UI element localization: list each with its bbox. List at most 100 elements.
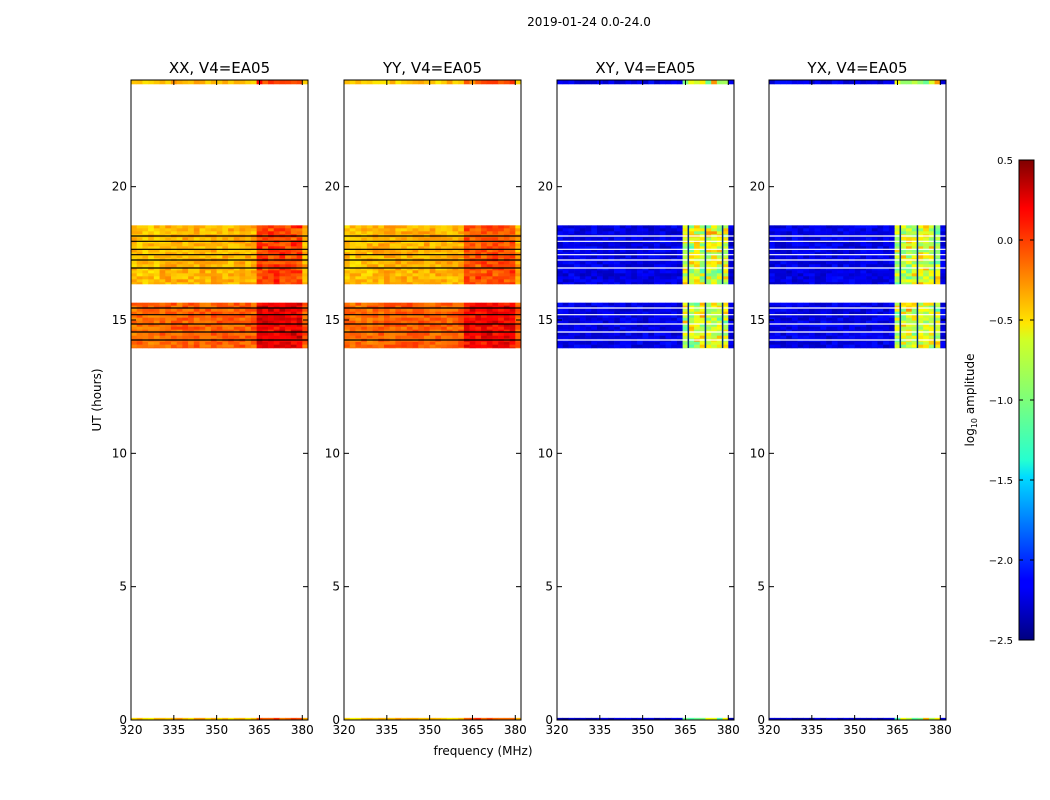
heatmap-cell: [648, 240, 655, 244]
heatmap-cell: [797, 314, 804, 318]
heatmap-cell: [361, 273, 368, 277]
heatmap-cell: [786, 335, 793, 339]
heatmap-cell: [239, 267, 246, 271]
heatmap-cell: [182, 267, 189, 271]
heatmap-cell: [928, 270, 935, 274]
heatmap-cell: [509, 317, 516, 321]
heatmap-cell: [716, 273, 723, 277]
heatmap-cell: [654, 225, 661, 229]
heatmap-cell: [911, 267, 918, 271]
heatmap-cell: [682, 276, 689, 280]
heatmap-cell: [389, 282, 396, 285]
heatmap-cell: [848, 246, 855, 250]
heatmap-cell: [262, 261, 269, 265]
heatmap-cell: [441, 80, 448, 85]
heatmap-cell: [831, 80, 838, 85]
heatmap-cell: [182, 317, 189, 321]
heatmap-cell: [395, 308, 402, 312]
heatmap-cell: [372, 279, 379, 283]
heatmap-cell: [170, 231, 177, 235]
heatmap-cell: [372, 240, 379, 244]
heatmap-cell: [557, 311, 564, 315]
heatmap-cell: [188, 282, 195, 285]
heatmap-cell: [344, 329, 351, 333]
heatmap-cell: [883, 317, 890, 321]
heatmap-cell: [302, 332, 309, 336]
heatmap-cell: [814, 314, 821, 318]
heatmap-cell: [791, 80, 798, 85]
heatmap-cell: [568, 264, 575, 268]
heatmap-cell: [900, 252, 907, 256]
heatmap-cell: [797, 335, 804, 339]
heatmap-cell: [285, 323, 292, 327]
heatmap-cell: [349, 717, 356, 721]
heatmap-cell: [193, 344, 200, 348]
heatmap-cell: [199, 80, 206, 85]
heatmap-cell: [429, 279, 436, 283]
heatmap-cell: [871, 264, 878, 268]
heatmap-cell: [831, 717, 838, 721]
heatmap-cell: [631, 228, 638, 232]
heatmap-cell: [378, 305, 385, 309]
heatmap-cell: [245, 314, 252, 318]
heatmap-cell: [568, 341, 575, 345]
heatmap-cell: [159, 237, 166, 241]
heatmap-cell: [250, 344, 257, 348]
heatmap-cell: [557, 305, 564, 309]
heatmap-cell: [452, 344, 459, 348]
heatmap-cell: [475, 279, 482, 283]
heatmap-cell: [406, 267, 413, 271]
heatmap-cell: [469, 237, 476, 241]
heatmap-cell: [498, 311, 505, 315]
heatmap-cell: [557, 243, 564, 247]
heatmap-cell: [866, 231, 873, 235]
heatmap-cell: [596, 276, 603, 280]
heatmap-cell: [614, 246, 621, 250]
heatmap-cell: [591, 341, 598, 345]
heatmap-cell: [435, 279, 442, 283]
heatmap-cell: [671, 320, 678, 324]
heatmap-cell: [928, 344, 935, 348]
heatmap-cell: [418, 255, 425, 259]
heatmap-cell: [412, 255, 419, 259]
heatmap-cell: [619, 228, 626, 232]
heatmap-cell: [814, 282, 821, 285]
heatmap-cell: [883, 329, 890, 333]
heatmap-cell: [826, 344, 833, 348]
heatmap-cell: [296, 267, 303, 271]
heatmap-cell: [786, 276, 793, 280]
heatmap-cell: [361, 231, 368, 235]
heatmap-cell: [900, 264, 907, 268]
heatmap-cell: [769, 341, 776, 345]
heatmap-cell: [361, 243, 368, 247]
heatmap-cell: [591, 282, 598, 285]
heatmap-cell: [642, 326, 649, 330]
heatmap-cell: [378, 273, 385, 277]
heatmap-cell: [361, 279, 368, 283]
heatmap-cell: [463, 347, 470, 349]
heatmap-cell: [883, 282, 890, 285]
heatmap-cell: [682, 228, 689, 232]
heatmap-cell: [803, 282, 810, 285]
heatmap-cell: [222, 261, 229, 265]
heatmap-cell: [596, 243, 603, 247]
heatmap-cell: [636, 302, 643, 306]
heatmap-cell: [170, 249, 177, 253]
heatmap-cell: [854, 276, 861, 280]
heatmap-cell: [290, 225, 297, 229]
heatmap-cell: [486, 270, 493, 274]
heatmap-cell: [585, 314, 592, 318]
heatmap-cell: [682, 267, 689, 271]
heatmap-cell: [503, 261, 510, 265]
heatmap-cell: [290, 243, 297, 247]
heatmap-cell: [591, 302, 598, 306]
heatmap-cell: [503, 317, 510, 321]
heatmap-cell: [458, 305, 465, 309]
heatmap-cell: [860, 347, 867, 349]
heatmap-cell: [210, 323, 217, 327]
heatmap-cell: [131, 249, 138, 253]
heatmap-cell: [395, 344, 402, 348]
heatmap-cell: [165, 323, 172, 327]
heatmap-cell: [446, 267, 453, 271]
heatmap-cell: [423, 261, 430, 265]
